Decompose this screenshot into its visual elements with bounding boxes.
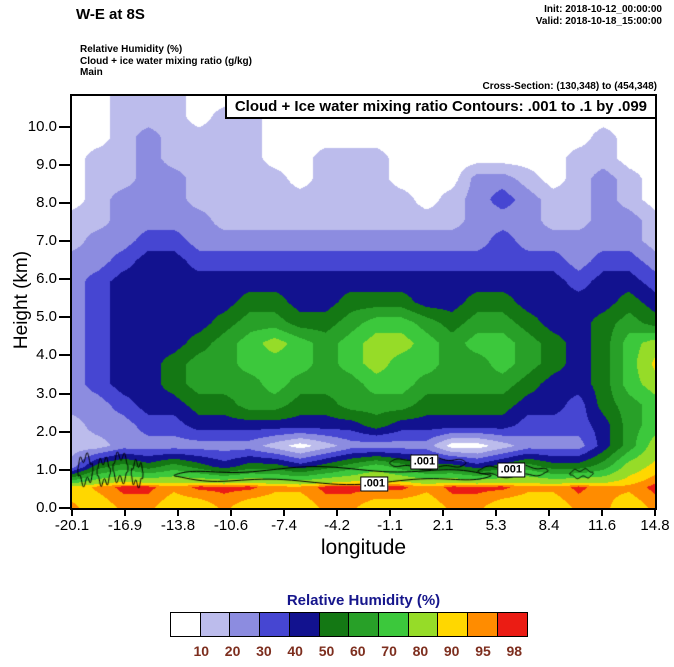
y-axis-tick — [59, 507, 70, 509]
y-axis-tick-label: 6.0 — [36, 270, 57, 288]
colorbar-label: 60 — [350, 643, 366, 659]
y-axis-tick — [59, 392, 70, 395]
colorbar — [170, 612, 529, 637]
colorbar-cell — [377, 612, 410, 637]
field-legend-rh: Relative Humidity (%) — [80, 44, 183, 55]
y-axis-tick-label: 2.0 — [36, 422, 57, 440]
colorbar-label: 95 — [475, 643, 491, 659]
colorbar-label: 20 — [224, 643, 241, 659]
x-axis-tick-label: 8.4 — [538, 517, 560, 534]
x-axis-tick — [124, 510, 126, 516]
colorbar-label: 40 — [287, 643, 303, 659]
x-axis-tick — [389, 510, 391, 516]
x-axis-tick — [654, 510, 656, 516]
y-axis-tick — [59, 201, 70, 204]
y-axis-tick — [59, 316, 70, 319]
y-axis-tick-label: 5.0 — [36, 308, 57, 326]
y-axis-title: Height (km) — [11, 250, 32, 350]
colorbar-cell — [407, 612, 439, 637]
x-axis-tick-label: 14.8 — [640, 517, 670, 534]
field-legend-cloud: Cloud + ice water mixing ratio (g/kg) — [80, 55, 252, 67]
x-axis-tick-label: -4.2 — [324, 517, 350, 534]
x-axis-title: longitude — [320, 536, 407, 559]
x-axis-tick-label: -1.1 — [377, 517, 403, 534]
y-axis-tick — [59, 430, 70, 433]
valid-time: Valid: 2018-10-18_15:00:00 — [535, 16, 662, 27]
colorbar-cell — [437, 612, 469, 637]
y-axis-tick-label: 9.0 — [36, 155, 57, 173]
colorbar-label: 50 — [318, 643, 335, 659]
x-axis-tick — [230, 510, 232, 516]
page-title: W-E at 8S — [76, 6, 145, 23]
x-axis-tick — [283, 510, 285, 516]
y-axis-tick — [59, 468, 70, 471]
init-time: Init: 2018-10-12_00:00:00 — [544, 4, 662, 15]
y-axis-tick — [59, 278, 70, 281]
colorbar-cell — [259, 612, 291, 637]
y-axis-tick-label: 3.0 — [36, 384, 57, 402]
y-axis-tick-label: 4.0 — [36, 346, 57, 364]
y-axis-tick — [59, 163, 70, 166]
rh-field-canvas — [72, 96, 655, 508]
run-metadata: Init: 2018-10-12_00:00:00 Valid: 2018-10… — [536, 4, 662, 28]
x-axis-tick-label: -13.8 — [160, 517, 196, 534]
colorbar-label: 80 — [412, 643, 429, 659]
y-axis-tick-label: 10.0 — [27, 117, 57, 135]
x-axis-tick — [177, 510, 179, 516]
colorbar-cell — [170, 612, 202, 637]
x-axis-tick — [71, 510, 73, 516]
x-axis-tick — [601, 510, 603, 516]
cross-section-coords: Cross-Section: (130,348) to (454,348) — [482, 81, 657, 92]
y-axis-tick — [59, 354, 70, 357]
contour-title-box: Cloud + Ice water mixing ratio Contours:… — [224, 96, 655, 119]
x-axis-tick-label: -7.4 — [271, 517, 297, 534]
field-legend-block: Relative Humidity (%) Cloud + ice water … — [80, 44, 252, 79]
contour-value-label: .001 — [497, 462, 526, 478]
x-axis-tick-label: -20.1 — [54, 517, 90, 534]
x-axis-tick-label: -16.9 — [107, 517, 143, 534]
x-axis-tick-label: 11.6 — [587, 517, 617, 534]
colorbar-cell — [318, 612, 350, 637]
colorbar-cell — [496, 612, 529, 637]
x-axis-tick-label: 2.1 — [432, 517, 454, 534]
colorbar-cell — [348, 612, 380, 637]
y-axis-tick — [59, 239, 70, 242]
y-axis-tick-label: 0.0 — [36, 499, 57, 516]
y-axis-tick-label: 7.0 — [36, 231, 57, 249]
y-axis-tick-label: 8.0 — [36, 193, 57, 211]
colorbar-cell — [288, 612, 321, 637]
contour-value-label: .001 — [360, 476, 389, 492]
colorbar-cell — [467, 612, 499, 637]
x-axis-tick-label: -10.6 — [213, 517, 249, 534]
x-axis-tick — [336, 510, 338, 516]
colorbar-title: Relative Humidity (%) — [286, 592, 441, 609]
colorbar-label: 98 — [506, 643, 523, 659]
x-axis-tick — [442, 510, 444, 516]
colorbar-label: 70 — [381, 643, 397, 659]
y-axis-tick-label: 1.0 — [36, 460, 57, 478]
x-axis-tick — [495, 510, 497, 516]
colorbar-label: 30 — [256, 643, 272, 659]
x-axis-tick — [548, 510, 550, 516]
colorbar-cell — [229, 612, 261, 637]
contour-value-label: .001 — [410, 454, 439, 470]
colorbar-cell — [199, 612, 231, 637]
field-legend-domain: Main — [80, 67, 103, 78]
colorbar-label: 10 — [193, 643, 210, 659]
colorbar-label: 90 — [443, 643, 460, 659]
y-axis-tick — [59, 125, 70, 128]
cross-section-plot: Cloud + Ice water mixing ratio Contours:… — [70, 94, 657, 510]
x-axis-tick-label: 5.3 — [485, 517, 507, 534]
